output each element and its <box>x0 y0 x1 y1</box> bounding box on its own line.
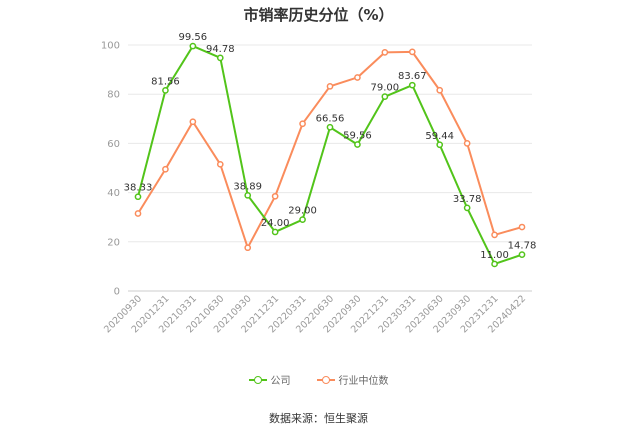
y-tick-label: 20 <box>107 237 120 248</box>
data-label: 59.56 <box>343 130 372 141</box>
company-point <box>189 42 197 50</box>
company-point <box>134 193 142 201</box>
industry-point <box>463 140 471 147</box>
data-source: 数据来源：恒生聚源 <box>269 412 368 425</box>
chart-title: 市销率历史分位（%） <box>243 6 394 24</box>
y-axis-ticks: 0 20 40 60 80 100 <box>101 41 120 298</box>
company-point <box>518 251 526 258</box>
industry-point <box>134 210 142 217</box>
data-label: 38.89 <box>233 181 262 192</box>
industry-point <box>162 165 169 173</box>
data-label: 81.56 <box>151 76 180 87</box>
industry-point <box>354 74 361 81</box>
data-label: 24.00 <box>261 218 290 229</box>
data-label: 79.00 <box>371 83 400 94</box>
data-label: 38.33 <box>124 183 153 194</box>
data-label: 83.67 <box>398 71 427 82</box>
legend-item-company[interactable]: 公司 <box>248 372 291 387</box>
industry-point <box>518 223 526 231</box>
industry-point <box>271 192 279 200</box>
company-point <box>436 141 444 149</box>
legend: 公司 行业中位数 <box>0 372 637 387</box>
industry-point <box>189 118 197 126</box>
industry-point <box>244 244 252 252</box>
x-axis-ticks: 2020093020201231202103312021063020210930… <box>102 293 528 335</box>
y-tick-label: 40 <box>107 188 120 199</box>
industry-point <box>381 49 389 56</box>
data-label: 94.78 <box>206 44 235 55</box>
industry-point <box>299 120 306 128</box>
y-tick-label: 60 <box>107 139 120 150</box>
company-point <box>354 141 361 148</box>
y-tick-label: 80 <box>107 90 120 101</box>
industry-point <box>491 231 498 239</box>
company-point <box>162 87 169 94</box>
industry-point <box>436 86 444 94</box>
industry-series <box>134 48 526 252</box>
industry-line <box>137 50 523 249</box>
y-tick-label: 100 <box>101 41 120 52</box>
industry-point <box>326 82 334 90</box>
company-point <box>408 81 416 89</box>
company-point <box>216 54 224 62</box>
company-series <box>134 42 526 268</box>
legend-item-industry[interactable]: 行业中位数 <box>316 372 389 387</box>
company-point <box>244 191 252 199</box>
legend-company-label: 公司 <box>270 376 291 387</box>
company-point <box>381 93 389 101</box>
company-point <box>326 123 334 131</box>
data-label: 29.00 <box>288 206 317 217</box>
data-label: 99.56 <box>179 32 208 43</box>
y-tick-label: 0 <box>114 287 120 298</box>
company-point <box>491 260 498 268</box>
company-point <box>271 228 279 236</box>
company-point <box>299 216 306 224</box>
data-label: 11.00 <box>480 250 509 261</box>
data-label: 66.56 <box>316 113 345 124</box>
legend-company-marker <box>248 375 267 384</box>
company-point <box>463 204 471 212</box>
industry-point <box>216 160 224 168</box>
company-line <box>137 45 523 265</box>
legend-industry-marker <box>316 375 335 384</box>
grid-lines <box>128 44 532 292</box>
data-label: 14.78 <box>508 241 537 252</box>
data-label: 33.78 <box>453 194 482 205</box>
industry-point <box>408 48 416 56</box>
data-label: 59.44 <box>425 131 454 142</box>
legend-industry-label: 行业中位数 <box>338 376 389 387</box>
